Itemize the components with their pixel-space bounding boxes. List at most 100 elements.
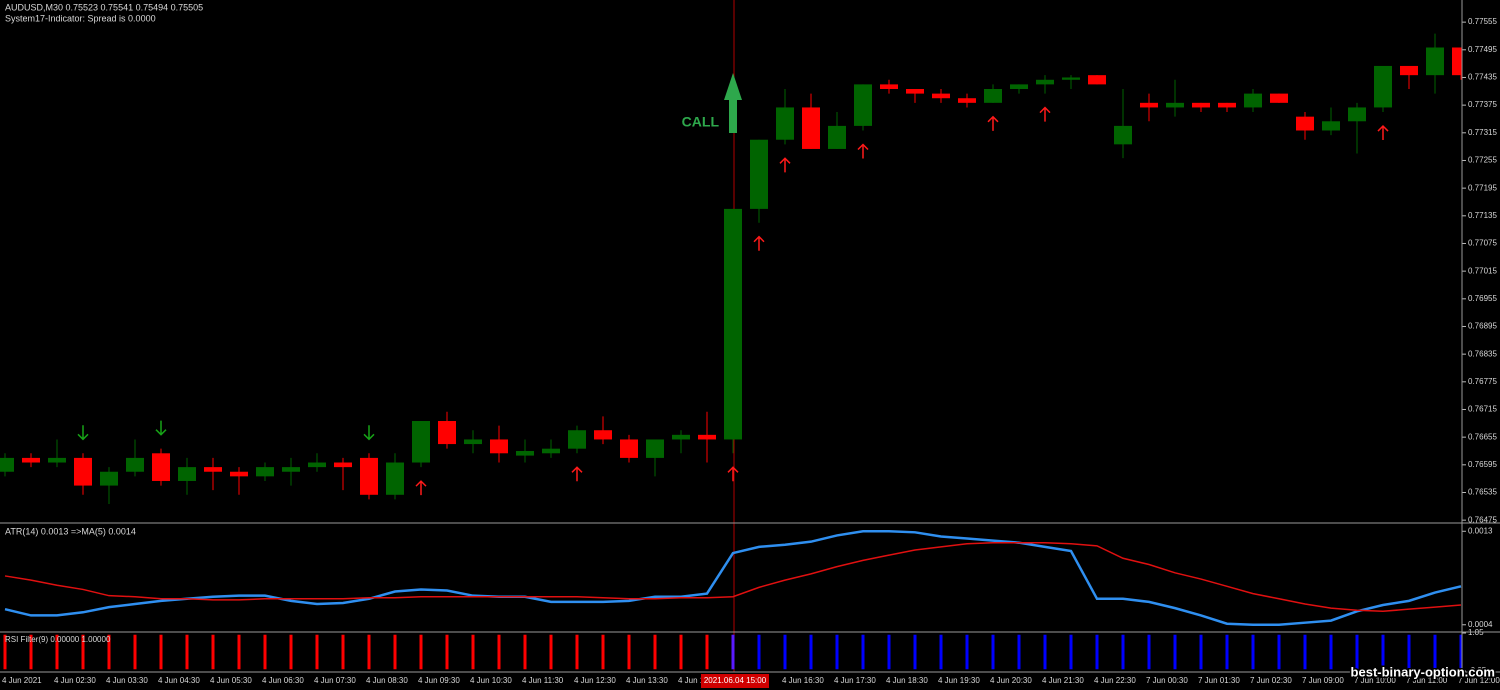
x-tick-label: 4 Jun 21:30 — [1042, 676, 1084, 685]
candle-body — [48, 457, 66, 463]
filter-bar — [341, 634, 345, 670]
y-tick-label: 0.77435 — [1468, 73, 1497, 82]
filter-bar — [1355, 634, 1359, 670]
candle-body — [1296, 116, 1314, 131]
y-tick-label: 0.77255 — [1468, 156, 1497, 165]
filter-bar — [81, 634, 85, 670]
y-tick-label: 0.76535 — [1468, 488, 1497, 497]
filter-bar — [1043, 634, 1047, 670]
indicator-line: System17-Indicator: Spread is 0.0000 — [5, 13, 156, 23]
filter-bar — [939, 634, 943, 670]
filter-bar — [783, 634, 787, 670]
filter-bar — [679, 634, 683, 670]
x-tick-label: 7 Jun 11:00 — [1406, 676, 1448, 685]
filter-bar — [1017, 634, 1021, 670]
buy-arrow — [727, 466, 739, 482]
y-tick-label: 0.77015 — [1468, 266, 1497, 275]
filter-bar — [1147, 634, 1151, 670]
sell-arrow — [155, 420, 167, 436]
watermark: best-binary-option.com — [1351, 664, 1495, 679]
filter-bar — [263, 634, 267, 670]
candle-body — [1088, 75, 1106, 85]
y-tick-label: 0.0013 — [1468, 526, 1493, 535]
cursor-time-label: 2021.06.04 15:00 — [704, 676, 767, 685]
candle-body — [724, 208, 742, 440]
x-tick-label: 4 Jun 22:30 — [1094, 676, 1136, 685]
candle-body — [464, 439, 482, 445]
candle-body — [490, 439, 508, 454]
filter-bar — [1329, 634, 1333, 670]
candle-body — [1218, 102, 1236, 108]
y-tick-label: 0.76835 — [1468, 349, 1497, 358]
indicator-line — [4, 541, 1462, 613]
filter-bar — [809, 634, 813, 670]
y-tick-label: 0.76955 — [1468, 294, 1497, 303]
y-tick-label: 0.76895 — [1468, 322, 1497, 331]
call-arrow — [724, 73, 742, 133]
x-tick-label: 7 Jun 01:30 — [1198, 676, 1240, 685]
filter-bar — [887, 634, 891, 670]
x-tick-label: 4 Jun 14:30 — [678, 676, 720, 685]
filter-bar — [393, 634, 397, 670]
candle-body — [1322, 121, 1340, 131]
candle-body — [0, 457, 14, 472]
candle-body — [1348, 107, 1366, 122]
filter-bar — [237, 634, 241, 670]
filter-bar — [575, 634, 579, 670]
x-tick-label: 4 Jun 07:30 — [314, 676, 356, 685]
candle-body — [1166, 102, 1184, 108]
filter-bar — [3, 634, 7, 670]
filter-bar — [1407, 634, 1411, 670]
filter-bar — [1251, 634, 1255, 670]
candle-body — [932, 93, 950, 99]
candle-body — [126, 457, 144, 472]
y-tick-label: 0.76595 — [1468, 460, 1497, 469]
candle-body — [386, 462, 404, 495]
y-tick-label: 0.76475 — [1468, 515, 1497, 524]
buy-arrow — [987, 115, 999, 131]
x-tick-label: 4 Jun 06:30 — [262, 676, 304, 685]
x-tick-label: 4 Jun 02:30 — [54, 676, 96, 685]
atr-title: ATR(14) 0.0013 =>MA(5) 0.0014 — [5, 526, 136, 536]
x-tick-label: 7 Jun 10:00 — [1354, 676, 1396, 685]
candle-body — [1244, 93, 1262, 108]
filter-bar — [653, 634, 657, 670]
candle-body — [412, 421, 430, 463]
x-tick-label: 4 Jun 12:30 — [574, 676, 616, 685]
candle-body — [256, 467, 274, 477]
filter-bar — [1381, 634, 1385, 670]
y-tick-label: 0.77135 — [1468, 211, 1497, 220]
filter-bar — [419, 634, 423, 670]
candle-body — [880, 84, 898, 89]
filter-bar — [731, 634, 735, 670]
filter-bar — [1199, 634, 1203, 670]
candle-body — [542, 448, 560, 454]
filter-bar — [211, 634, 215, 670]
candle-body — [1114, 125, 1132, 145]
x-tick-label: 7 Jun 12:00 — [1458, 676, 1500, 685]
filter-bar — [861, 634, 865, 670]
filter-bar — [367, 634, 371, 670]
y-tick-label: 0.0004 — [1468, 620, 1493, 629]
buy-arrow — [779, 157, 791, 173]
filter-bar — [523, 634, 527, 670]
candle-body — [802, 107, 820, 149]
filter-bar — [133, 634, 137, 670]
filter-bar — [107, 634, 111, 670]
filter-bar — [445, 634, 449, 670]
candle-body — [854, 84, 872, 126]
call-label: CALL — [682, 114, 720, 130]
candle-body — [360, 457, 378, 495]
candle-body — [230, 471, 248, 477]
filter-bar — [185, 634, 189, 670]
symbol-line: AUDUSD,M30 0.75523 0.75541 0.75494 0.755… — [5, 2, 203, 12]
filter-bar — [1095, 634, 1099, 670]
candle-body — [308, 462, 326, 468]
y-tick-label: 0.76775 — [1468, 377, 1497, 386]
candle-body — [750, 139, 768, 209]
candle-body — [282, 467, 300, 472]
candle-body — [906, 88, 924, 94]
filter-bar — [289, 634, 293, 670]
